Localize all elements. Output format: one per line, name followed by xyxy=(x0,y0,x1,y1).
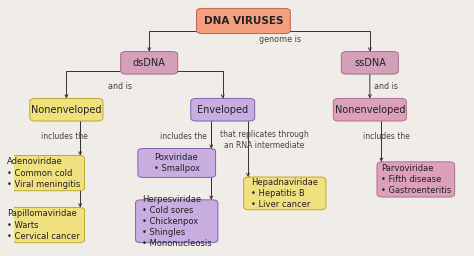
Text: and is: and is xyxy=(108,82,132,91)
Text: genome is: genome is xyxy=(259,36,301,45)
Text: Adenoviridae
• Common cold
• Viral meningitis: Adenoviridae • Common cold • Viral menin… xyxy=(7,157,80,189)
Text: includes the: includes the xyxy=(41,132,88,141)
Text: Nonenveloped: Nonenveloped xyxy=(335,105,405,115)
Text: includes the: includes the xyxy=(363,132,410,141)
FancyBboxPatch shape xyxy=(197,8,290,34)
Text: Parvoviridae
• Fifth disease
• Gastroenteritis: Parvoviridae • Fifth disease • Gastroent… xyxy=(381,164,451,195)
Text: DNA VIRUSES: DNA VIRUSES xyxy=(204,16,283,26)
FancyBboxPatch shape xyxy=(121,51,178,74)
FancyBboxPatch shape xyxy=(333,99,406,121)
Text: Herpesviridae
• Cold sores
• Chickenpox
• Shingles
• Mononucleosis: Herpesviridae • Cold sores • Chickenpox … xyxy=(142,195,211,248)
Text: Hepadnaviridae
• Hepatitis B
• Liver cancer: Hepadnaviridae • Hepatitis B • Liver can… xyxy=(251,178,318,209)
FancyBboxPatch shape xyxy=(377,162,455,197)
FancyBboxPatch shape xyxy=(244,177,326,210)
FancyBboxPatch shape xyxy=(30,99,103,121)
FancyBboxPatch shape xyxy=(138,148,216,177)
Text: Nonenveloped: Nonenveloped xyxy=(31,105,101,115)
FancyBboxPatch shape xyxy=(341,51,398,74)
FancyBboxPatch shape xyxy=(191,99,255,121)
FancyBboxPatch shape xyxy=(136,200,218,243)
FancyBboxPatch shape xyxy=(2,155,84,191)
Text: includes the: includes the xyxy=(160,132,207,141)
Text: Enveloped: Enveloped xyxy=(197,105,248,115)
Text: ssDNA: ssDNA xyxy=(354,58,386,68)
Text: that replicates through
an RNA intermediate: that replicates through an RNA intermedi… xyxy=(220,131,309,150)
Text: and is: and is xyxy=(374,82,399,91)
FancyBboxPatch shape xyxy=(2,207,84,243)
Text: Poxviridae
• Smallpox: Poxviridae • Smallpox xyxy=(154,153,200,173)
Text: Papillomaviridae
• Warts
• Cervical cancer: Papillomaviridae • Warts • Cervical canc… xyxy=(7,209,80,241)
Text: dsDNA: dsDNA xyxy=(133,58,165,68)
